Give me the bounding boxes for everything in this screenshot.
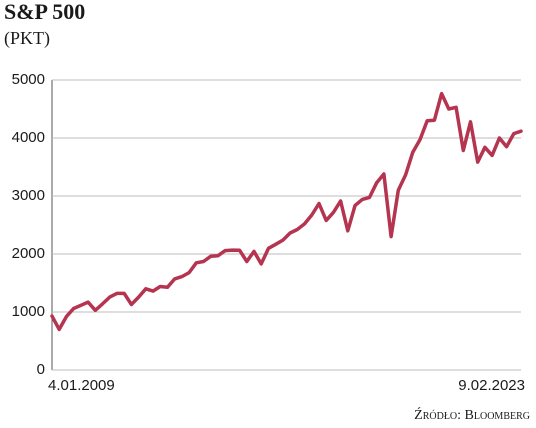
x-tick-label: 9.02.2023 [458,377,525,394]
source: Źródło: Bloomberg [414,406,530,423]
y-tick-label: 4000 [12,129,45,146]
y-tick-label: 1000 [12,303,45,320]
line [50,91,523,332]
y-tick-label: 2000 [12,245,45,262]
chart-subtitle: (PKT) [4,28,50,49]
chart-title: S&P 500 [4,0,85,24]
y-tick-label: 0 [37,361,45,378]
y-tick-label: 3000 [12,187,45,204]
y-tick-label: 5000 [12,71,45,88]
x-tick-label: 4.01.2009 [48,377,115,394]
